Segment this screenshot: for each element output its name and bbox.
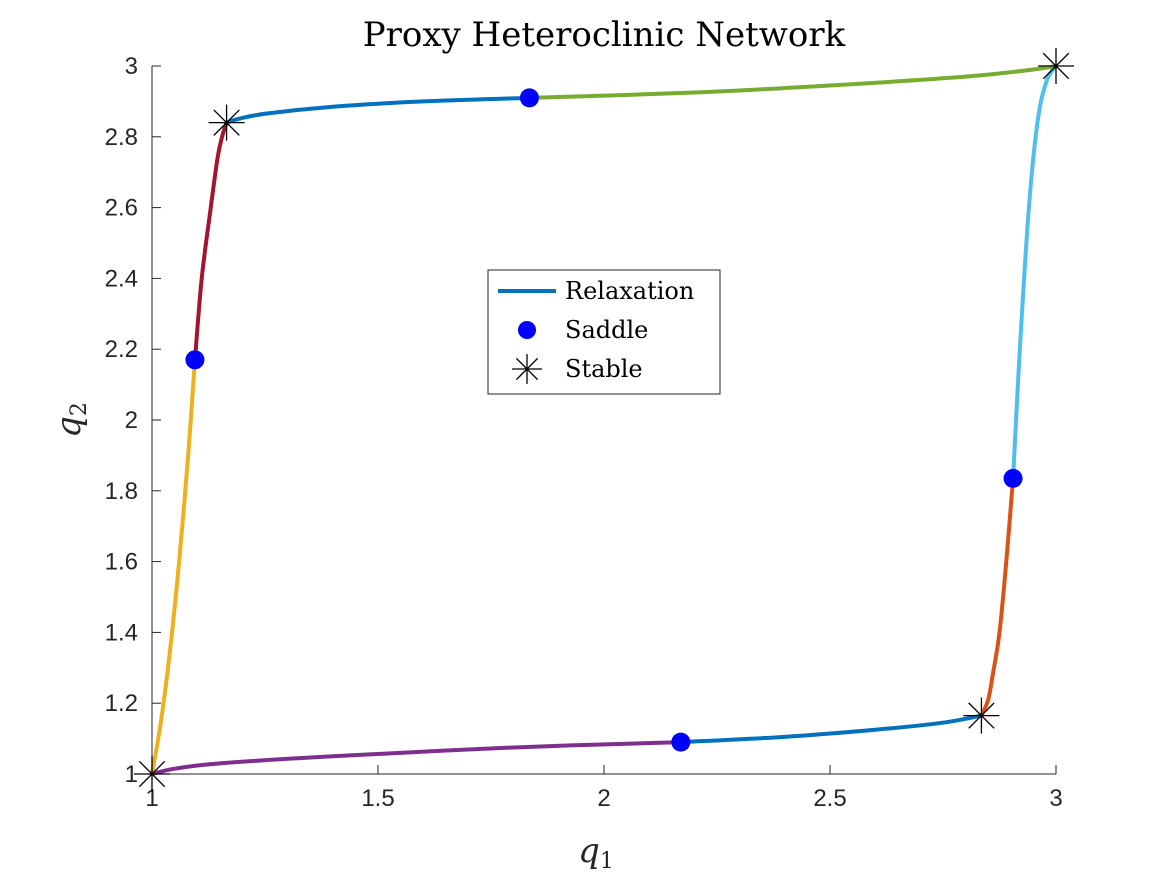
trajectory-2: [979, 476, 1016, 718]
trajectory-3: [1011, 64, 1058, 481]
trajectory-1: [150, 740, 683, 776]
trajectory-4: [224, 95, 532, 125]
legend-label-stable: Stable: [565, 355, 643, 383]
y-tick-label-4: 1.8: [105, 478, 138, 505]
y-axis-label-sub: 2: [67, 402, 92, 416]
legend: Relaxation Saddle Stable: [487, 269, 721, 395]
x-tick-label-3: 2.5: [813, 785, 846, 812]
legend-label-saddle: Saddle: [565, 316, 648, 344]
tick-labels: 1 1.5 2 2.5 3 1 1.2 1.4 1.6 1.8 2 2.2 2.4 2.6 2.8 3: [105, 53, 1063, 812]
trajectory-0: [678, 713, 984, 745]
y-tick-label-5: 2: [125, 407, 138, 434]
x-tick-label-2: 2: [597, 785, 610, 812]
y-tick-label-10: 3: [125, 53, 138, 80]
y-tick-label-3: 1.6: [105, 549, 138, 576]
saddle-point-2: [1003, 468, 1023, 488]
saddle-point-0: [519, 88, 539, 108]
trajectory-6: [192, 120, 229, 362]
y-axis-label-base: q: [49, 416, 89, 438]
x-tick-label-0: 1: [145, 785, 158, 812]
saddle-point-3: [671, 732, 691, 752]
equilibrium-markers: [134, 48, 1074, 792]
y-tick-label-7: 2.4: [105, 265, 138, 292]
stable-point-1: [208, 104, 245, 141]
stable-point-2: [1038, 48, 1074, 84]
stable-point-0: [134, 756, 170, 792]
x-axis-label-sub: 1: [600, 849, 614, 874]
trajectory-curves: [150, 64, 1058, 776]
saddle-point-1: [185, 350, 205, 370]
y-tick-label-0: 1: [125, 761, 138, 788]
axes-box: [151, 66, 1056, 775]
y-tick-label-8: 2.6: [105, 195, 138, 222]
x-axis-label-base: q: [578, 831, 600, 871]
legend-label-relaxation: Relaxation: [565, 277, 694, 305]
trajectory-7: [150, 357, 197, 776]
tick-marks: [151, 65, 1057, 775]
x-tick-label-1: 1.5: [361, 785, 394, 812]
chart-title: Proxy Heteroclinic Network: [363, 15, 846, 55]
x-tick-label-4: 3: [1049, 785, 1062, 812]
legend-saddle-swatch: [518, 321, 536, 339]
legend-stable-swatch: [512, 354, 542, 384]
y-tick-label-1: 1.2: [105, 690, 138, 717]
x-axis-label: q1: [578, 831, 614, 874]
y-tick-label-2: 1.4: [105, 619, 138, 646]
y-tick-label-9: 2.8: [105, 124, 138, 151]
trajectory-5: [527, 64, 1058, 100]
y-tick-label-6: 2.2: [105, 336, 138, 363]
y-axis-label: q2: [49, 402, 92, 438]
stable-point-3: [963, 697, 1000, 734]
